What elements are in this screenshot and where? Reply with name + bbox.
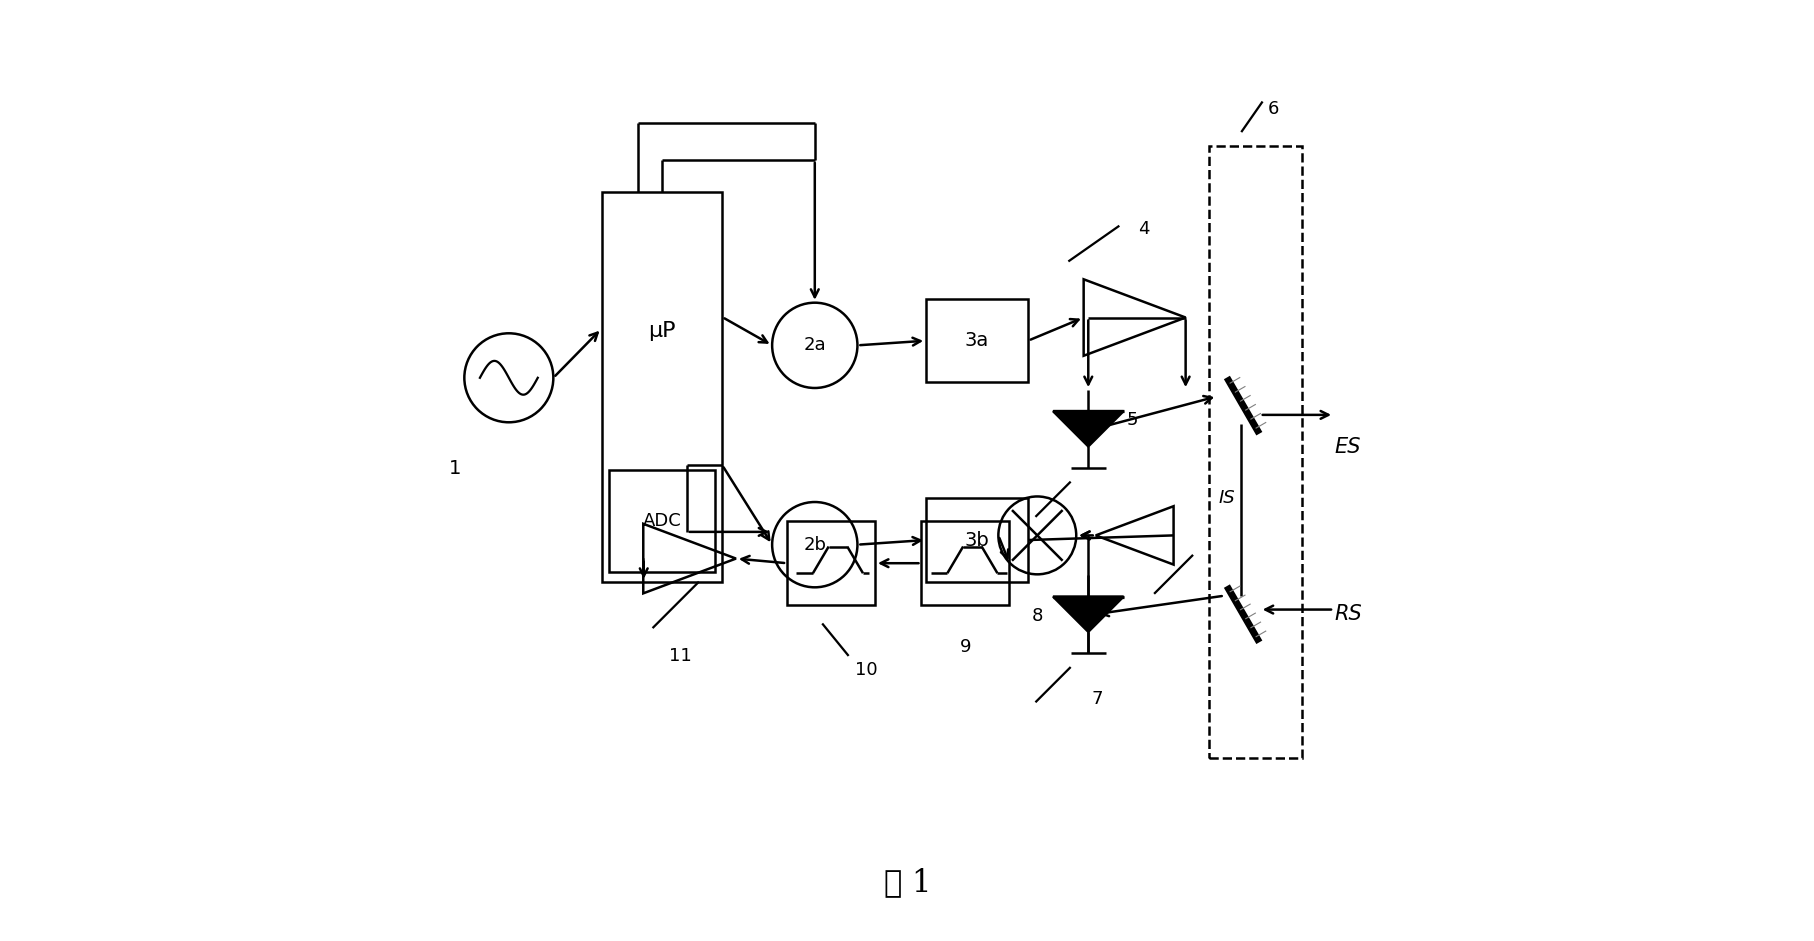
Text: 10: 10 — [854, 661, 878, 678]
Bar — [922, 521, 1009, 605]
Bar — [925, 499, 1027, 582]
Text: 9: 9 — [960, 638, 970, 656]
Text: 3a: 3a — [965, 331, 989, 350]
Bar — [787, 521, 874, 605]
Text: 6: 6 — [1268, 100, 1279, 118]
Text: 2a: 2a — [804, 336, 825, 355]
Polygon shape — [1052, 411, 1123, 446]
Text: ADC: ADC — [642, 513, 680, 531]
Bar — [600, 192, 722, 582]
Bar — [1208, 146, 1301, 758]
Text: IS: IS — [1217, 489, 1234, 507]
Text: ES: ES — [1333, 438, 1360, 457]
Bar — [925, 299, 1027, 382]
Text: μP: μP — [648, 322, 675, 342]
Text: 图 1: 图 1 — [883, 868, 931, 899]
Text: 11: 11 — [669, 646, 691, 665]
Text: 3b: 3b — [963, 531, 989, 550]
Text: 4: 4 — [1137, 220, 1148, 238]
Text: 2b: 2b — [804, 535, 825, 553]
Text: 1: 1 — [448, 459, 461, 478]
Bar — [610, 470, 715, 572]
Text: 7: 7 — [1092, 691, 1103, 709]
Text: 5: 5 — [1126, 410, 1137, 428]
Text: 8: 8 — [1030, 607, 1043, 625]
Polygon shape — [1052, 597, 1123, 631]
Text: RS: RS — [1333, 604, 1360, 624]
